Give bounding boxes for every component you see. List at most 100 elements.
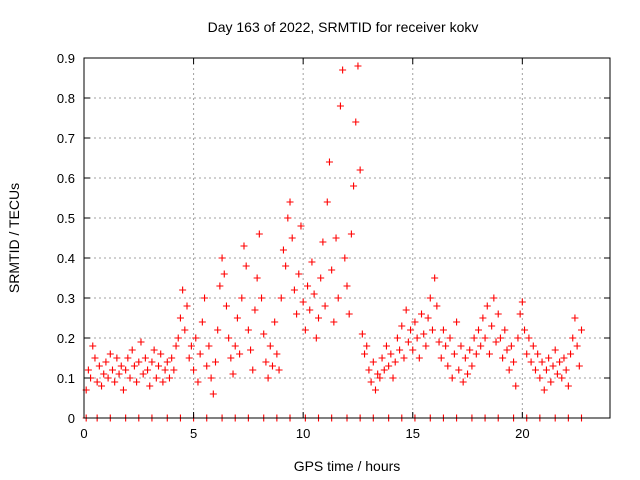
x-tick-label: 10 <box>296 426 310 441</box>
data-point <box>374 370 382 378</box>
data-point <box>396 346 404 354</box>
data-point <box>483 302 491 310</box>
data-point <box>284 214 292 222</box>
data-point <box>319 238 327 246</box>
data-point <box>95 362 103 370</box>
data-point <box>139 370 147 378</box>
data-point <box>161 366 169 374</box>
data-point <box>172 342 180 350</box>
data-point <box>347 230 355 238</box>
data-point <box>518 298 526 306</box>
data-point <box>308 258 316 266</box>
data-point <box>343 282 351 290</box>
x-tick-label: 15 <box>406 426 420 441</box>
data-point <box>531 366 539 374</box>
data-point <box>547 378 555 386</box>
data-point <box>567 350 575 358</box>
data-point <box>479 314 487 322</box>
data-point <box>420 330 428 338</box>
data-point <box>106 350 114 358</box>
data-point <box>159 378 167 386</box>
data-point <box>141 354 149 362</box>
data-point <box>411 318 419 326</box>
data-point <box>369 358 377 366</box>
y-tick-label: 0.6 <box>57 171 75 186</box>
data-point <box>398 322 406 330</box>
data-point <box>367 378 375 386</box>
data-point <box>545 354 553 362</box>
data-point <box>286 198 294 206</box>
data-point <box>371 386 379 394</box>
data-point <box>385 362 393 370</box>
data-point <box>293 310 301 318</box>
data-point <box>297 222 305 230</box>
x-tick-label: 20 <box>515 426 529 441</box>
data-point <box>133 378 141 386</box>
data-point <box>249 366 257 374</box>
data-point <box>152 374 160 382</box>
data-point <box>553 370 561 378</box>
data-point <box>529 342 537 350</box>
data-point <box>301 326 309 334</box>
data-point <box>231 342 239 350</box>
data-point <box>407 326 415 334</box>
data-point <box>492 338 500 346</box>
data-point <box>111 378 119 386</box>
data-point <box>194 378 202 386</box>
data-point <box>499 354 507 362</box>
y-axis-label: SRMTID / TECUs <box>6 183 22 293</box>
data-point <box>117 362 125 370</box>
data-point <box>431 274 439 282</box>
data-point <box>266 342 274 350</box>
data-point <box>446 334 454 342</box>
data-point <box>571 314 579 322</box>
data-point <box>144 366 152 374</box>
x-axis-label: GPS time / hours <box>294 458 401 474</box>
data-point <box>496 334 504 342</box>
data-point <box>113 354 121 362</box>
data-point <box>428 326 436 334</box>
data-point <box>290 286 298 294</box>
data-point <box>573 342 581 350</box>
data-point <box>251 306 259 314</box>
data-point <box>453 318 461 326</box>
data-point <box>155 362 163 370</box>
data-point <box>413 334 421 342</box>
data-point <box>422 342 430 350</box>
data-point <box>165 374 173 382</box>
data-point <box>393 334 401 342</box>
data-point <box>523 350 531 358</box>
data-point <box>424 314 432 322</box>
data-point <box>275 366 283 374</box>
data-point <box>328 266 336 274</box>
data-point <box>512 382 520 390</box>
data-point <box>363 342 371 350</box>
data-point <box>527 358 535 366</box>
data-point <box>306 306 314 314</box>
data-point <box>501 326 509 334</box>
data-point <box>391 358 399 366</box>
data-point <box>521 326 529 334</box>
data-point <box>536 374 544 382</box>
data-point <box>564 382 572 390</box>
data-point <box>540 386 548 394</box>
data-point <box>299 298 307 306</box>
data-point <box>236 350 244 358</box>
data-point <box>222 302 230 310</box>
data-point <box>549 362 557 370</box>
data-point <box>558 374 566 382</box>
data-point <box>345 310 353 318</box>
data-point <box>304 282 312 290</box>
data-point <box>466 346 474 354</box>
data-point <box>207 374 215 382</box>
data-point <box>317 274 325 282</box>
data-point <box>435 338 443 346</box>
data-point <box>150 346 158 354</box>
y-tick-label: 0.2 <box>57 331 75 346</box>
data-point <box>196 350 204 358</box>
data-point <box>461 354 469 362</box>
data-point <box>203 362 211 370</box>
data-point <box>448 374 456 382</box>
data-point <box>277 294 285 302</box>
